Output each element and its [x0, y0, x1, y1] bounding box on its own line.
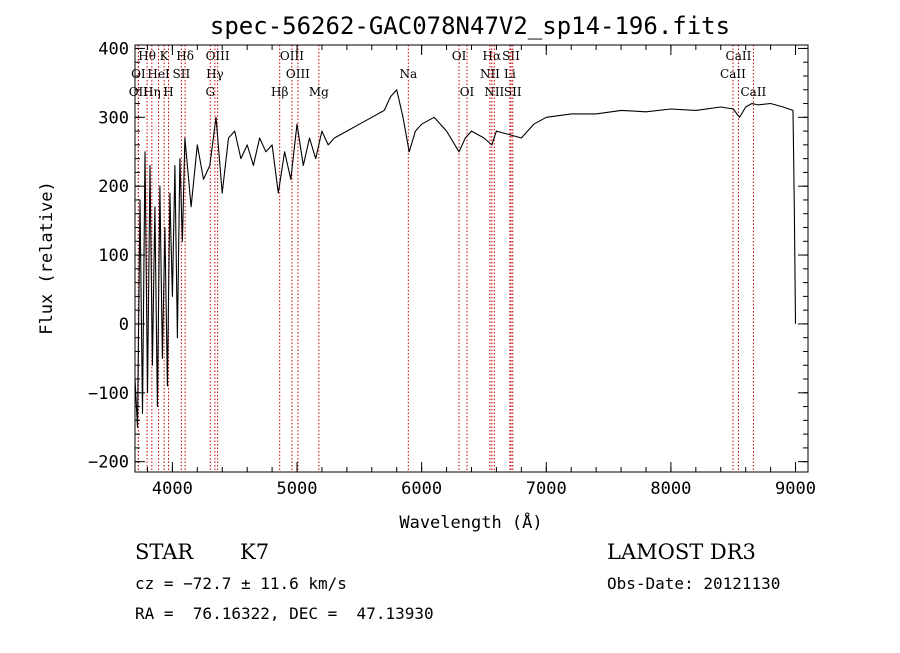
object-class: STAR [135, 540, 194, 564]
x-tick-label: 8000 [650, 479, 691, 499]
y-tick-label: 400 [98, 39, 129, 59]
spectral-line-label: Na [399, 67, 417, 81]
y-tick-label: 300 [98, 108, 129, 128]
spectral-line-label: Hβ [271, 85, 288, 99]
axis-ticks: 4000 5000 6000 7000 8000 9000 −200 −100 0 100 200 3… [88, 39, 816, 499]
spectral-line-label: SII [502, 49, 520, 63]
spectral-line-label: OI [460, 85, 475, 99]
flux-series-line [134, 89, 797, 428]
survey-name: LAMOST DR3 [607, 540, 756, 564]
spectral-line-label: Hα [483, 49, 502, 63]
spectral-line-label: Hη [143, 85, 161, 99]
y-tick-label: 100 [98, 246, 129, 266]
series-layer [134, 89, 797, 428]
spectral-line-label: CaII [726, 49, 752, 63]
x-axis-label: Wavelength (Å) [399, 511, 542, 533]
spectral-line-label: Hγ [206, 67, 224, 81]
spectral-line-label: CaII [740, 85, 766, 99]
spectral-line-label: OII [129, 85, 149, 99]
x-tick-label: 7000 [526, 479, 567, 499]
spectral-line-label: Hθ [138, 49, 156, 63]
x-tick-label: 6000 [401, 479, 442, 499]
spectral-line-label: OIII [280, 49, 304, 63]
spectral-line-label: G [205, 85, 215, 99]
spectral-line-label: K [160, 49, 170, 63]
redshift-text: cz = −72.7 ± 11.6 km/s [135, 574, 347, 593]
y-tick-label: −200 [88, 453, 129, 473]
spectral-line-label: OIII [206, 49, 230, 63]
x-tick-label: 5000 [277, 479, 318, 499]
y-tick-label: 0 [119, 315, 129, 335]
spectral-line-label: CaII [720, 67, 746, 81]
x-tick-label: 9000 [775, 479, 816, 499]
spectral-line-label: Mg [309, 85, 329, 99]
spectral-line-label: H [163, 85, 173, 99]
obs-date-text: Obs-Date: 20121130 [607, 574, 781, 593]
x-tick-label: 4000 [152, 479, 193, 499]
y-tick-label: 200 [98, 177, 129, 197]
y-axis-label: Flux (relative) [37, 181, 57, 335]
spectral-line-label: SII [504, 85, 522, 99]
spectral-line-label: HeI [147, 67, 170, 81]
coordinates-text: RA = 76.16322, DEC = 47.13930 [135, 604, 434, 623]
object-subclass: K7 [240, 540, 270, 564]
spectral-line-label: OI [452, 49, 467, 63]
chart-title: spec-56262-GAC078N47V2_sp14-196.fits [210, 12, 730, 40]
spectral-line-label: Li [504, 67, 516, 81]
spectral-line-label: Hδ [176, 49, 194, 63]
spectral-line-label: SII [173, 67, 191, 81]
spectral-line-label: NII [480, 67, 500, 81]
spectral-line-label: OIII [286, 67, 310, 81]
spectral-line-label: NII [484, 85, 504, 99]
y-tick-label: −100 [88, 384, 129, 404]
